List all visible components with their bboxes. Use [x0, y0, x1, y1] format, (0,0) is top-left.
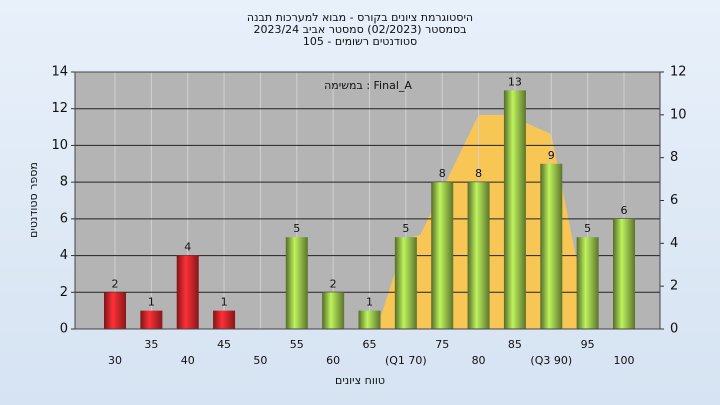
bar: [540, 163, 563, 329]
bar: [394, 237, 417, 329]
y-tick-label: 4: [60, 248, 68, 263]
bar: [467, 182, 490, 329]
y2-tick-label: 0: [670, 322, 678, 337]
data-label: 8: [475, 167, 482, 180]
x-tick-label: 55: [290, 338, 304, 351]
y2-tick-label: 8: [670, 150, 678, 165]
y-tick-label: 2: [60, 285, 68, 300]
x-tick-label: 65: [363, 338, 377, 351]
x-tick-label: 80: [472, 354, 486, 367]
plot-border: [74, 71, 661, 330]
y2-tick-label: 4: [670, 236, 678, 251]
title-line: סטודנטים רשומים - 105: [303, 35, 417, 48]
y2-tick-label: 6: [670, 193, 678, 208]
annotation: במשימה : Final_A: [324, 79, 412, 92]
x-tick-label: (Q1 70): [385, 354, 427, 367]
x-tick-label: 95: [581, 338, 595, 351]
x-tick-label: 100: [614, 354, 635, 367]
bar: [176, 255, 199, 329]
x-tick-label: 75: [435, 338, 449, 351]
bar: [285, 237, 308, 329]
x-axis-label: טווח ציונים: [335, 374, 385, 387]
data-label: 6: [621, 204, 628, 217]
y-tick-label: 8: [60, 175, 68, 190]
data-label: 9: [548, 149, 555, 162]
y-tick-label: 12: [51, 101, 68, 116]
data-label: 1: [221, 296, 228, 309]
x-tick-label: 60: [326, 354, 340, 367]
bar: [503, 90, 526, 329]
title-line: בסמסטר (02/2023) סמסטר אביב 2023/24: [253, 23, 466, 36]
data-label: 5: [293, 222, 300, 235]
y-tick-label: 0: [60, 322, 68, 337]
bar: [104, 292, 126, 329]
y-tick-label: 14: [51, 65, 68, 80]
bar: [140, 310, 163, 329]
title-line: היסטוגרמת ציונים בקורס - מבוא למערכות תב…: [247, 11, 473, 24]
data-label: 2: [330, 277, 337, 290]
data-label: 13: [508, 75, 522, 88]
x-tick-label: 40: [181, 354, 195, 367]
bar: [431, 182, 454, 329]
data-label: 4: [184, 241, 191, 254]
bar: [613, 218, 635, 329]
x-tick-label: 50: [253, 354, 267, 367]
x-tick-label: 30: [108, 354, 122, 367]
x-tick-label: 85: [508, 338, 522, 351]
y-tick-label: 6: [60, 211, 68, 226]
bar: [322, 292, 345, 329]
x-tick-label: 35: [144, 338, 158, 351]
y-tick-label: 10: [51, 138, 68, 153]
x-tick-label: (Q3 90): [530, 354, 572, 367]
bar: [358, 310, 381, 329]
data-label: 1: [366, 296, 373, 309]
data-label: 1: [148, 296, 155, 309]
bar: [576, 237, 599, 329]
data-label: 5: [584, 222, 591, 235]
x-tick-label: 45: [217, 338, 231, 351]
data-label: 2: [112, 277, 119, 290]
data-label: 8: [439, 167, 446, 180]
y-axis-label: מספר סטודנטים: [27, 162, 40, 238]
y2-tick-label: 2: [670, 279, 678, 294]
data-label: 5: [402, 222, 409, 235]
y2-tick-label: 10: [670, 107, 687, 122]
y2-tick-label: 12: [670, 65, 687, 80]
bar: [213, 310, 236, 329]
